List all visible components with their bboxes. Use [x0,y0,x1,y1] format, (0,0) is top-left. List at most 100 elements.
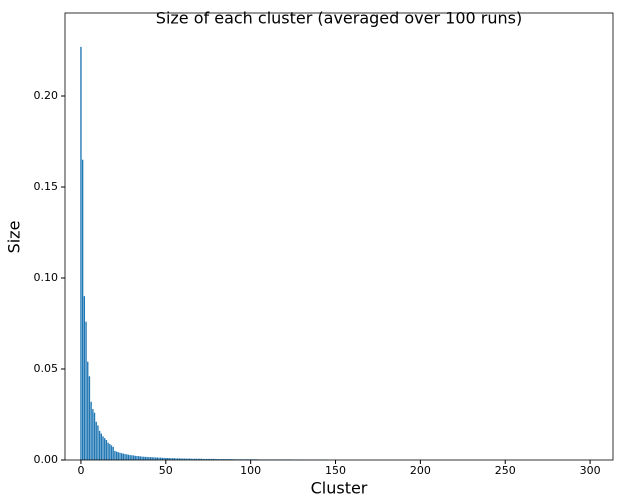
x-tick-label: 150 [325,464,346,477]
bar [131,455,133,460]
bar [177,458,179,460]
bar [127,454,130,460]
bar [195,458,198,460]
bar [81,159,84,460]
bar [224,459,226,460]
bar [166,457,169,460]
x-tick-label: 100 [240,464,261,477]
bar [190,458,192,460]
bar [109,443,111,460]
bar [87,361,89,460]
bar [83,296,86,460]
bar [171,458,174,460]
x-tick-label: 50 [159,464,173,477]
y-tick-label: 0.00 [34,453,59,466]
bar [168,457,170,460]
bar [193,458,196,460]
bar [93,412,96,460]
bar [214,458,216,460]
bar [182,458,184,460]
bar [199,458,201,460]
bar [165,457,167,460]
bar [219,459,221,460]
bar [85,321,87,460]
bar [104,438,106,460]
bar [110,445,113,460]
bar [178,458,181,460]
x-tick-label: 250 [495,464,516,477]
bar [221,459,223,460]
bar [143,456,145,460]
bar [216,459,218,460]
bar [80,46,82,461]
bar [161,457,164,460]
bar [212,458,215,460]
bar [153,457,155,460]
bar [124,453,126,460]
bar [217,459,220,460]
bar [134,455,136,460]
y-tick-label: 0.15 [34,180,59,193]
bar [98,430,101,460]
bar [146,456,148,460]
bar [90,401,92,460]
bar [180,458,182,460]
bar [136,455,138,460]
bar [126,454,128,460]
bar [158,457,160,460]
bar [122,453,125,460]
x-tick-label: 300 [580,464,601,477]
bar [121,453,123,460]
bar [197,458,199,460]
x-axis-label: Cluster [311,479,368,498]
bar [151,457,153,460]
bar [170,458,172,460]
bar [226,459,228,460]
bar [156,457,159,460]
bar [141,456,143,460]
bar [112,446,114,460]
plot-frame [64,12,614,461]
x-tick-label: 200 [410,464,431,477]
bar [139,456,142,460]
bar [148,457,150,460]
bar [183,458,186,460]
bar [227,459,230,460]
bar [115,451,118,460]
bar [129,455,131,460]
bar [132,455,135,460]
bar [173,458,175,460]
bar [163,457,165,460]
bar [117,452,119,460]
chart-title: Size of each cluster (averaged over 100 … [156,9,522,28]
y-tick-label: 0.20 [34,89,59,102]
bar [149,457,152,460]
y-axis-label: Size [5,221,24,254]
bar [175,458,177,460]
bar [88,376,91,460]
y-tick-label: 0.10 [34,271,59,284]
bar [160,457,162,460]
bar [119,452,121,460]
bar [95,421,97,460]
bar [137,456,140,460]
bar [92,409,94,460]
bar [97,425,99,460]
bar [209,458,211,460]
bar [200,458,203,460]
bar [154,457,157,460]
bar [100,433,102,460]
bar [204,458,206,460]
bar [202,458,204,460]
bar [192,458,194,460]
bar [144,456,147,460]
bar [188,458,191,460]
bar [207,458,209,460]
bar [114,450,116,460]
x-tick-label: 0 [77,464,84,477]
bar [105,439,108,460]
bar [231,459,233,460]
bar [107,442,109,460]
y-tick-label: 0.05 [34,362,59,375]
